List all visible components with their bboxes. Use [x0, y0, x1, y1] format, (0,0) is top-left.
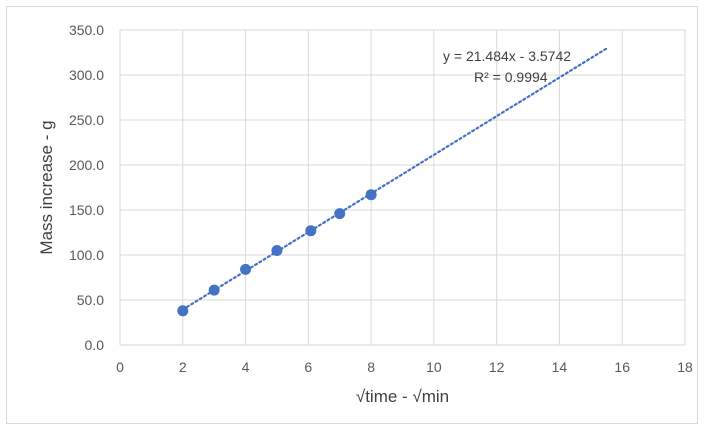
grid-lines: [119, 29, 686, 346]
x-tick-label: 4: [242, 359, 250, 375]
y-tick-label: 0.0: [85, 337, 105, 353]
y-tick-label: 150.0: [69, 202, 104, 218]
x-tick-label: 12: [489, 359, 505, 375]
trendline-r-squared: R² = 0.9994: [474, 69, 548, 85]
tick-labels: 0 2 4 6 8 10 12 14 16 18 0.0 50.0 100.0 150.0 200.0 250…: [69, 22, 693, 375]
x-tick-label: 2: [179, 359, 187, 375]
trendline-layer: [181, 46, 610, 311]
data-point: [334, 208, 346, 220]
data-point: [177, 305, 189, 317]
trendline-equation: y = 21.484x - 3.5742: [443, 48, 571, 64]
x-tick-label: 8: [367, 359, 375, 375]
y-tick-label: 100.0: [69, 247, 104, 263]
data-point: [208, 284, 220, 296]
x-axis-title: √time - √min: [356, 387, 449, 406]
x-tick-label: 0: [116, 359, 124, 375]
y-tick-label: 300.0: [69, 67, 104, 83]
y-tick-label: 200.0: [69, 157, 104, 173]
x-tick-label: 18: [677, 359, 693, 375]
y-axis-title: Mass increase - g: [37, 120, 56, 254]
y-tick-label: 350.0: [69, 22, 104, 38]
y-tick-label: 50.0: [77, 292, 104, 308]
x-tick-label: 6: [304, 359, 312, 375]
x-tick-label: 14: [552, 359, 568, 375]
x-tick-label: 16: [614, 359, 630, 375]
chart-frame: [6, 6, 698, 424]
trendline: [181, 46, 610, 311]
y-tick-label: 250.0: [69, 112, 104, 128]
data-point: [271, 245, 283, 256]
data-points: [177, 189, 377, 317]
data-point: [305, 225, 317, 237]
x-tick-label: 10: [426, 359, 442, 375]
data-point: [365, 189, 377, 201]
data-point: [240, 263, 252, 275]
